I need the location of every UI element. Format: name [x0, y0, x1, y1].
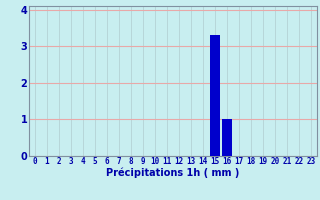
X-axis label: Précipitations 1h ( mm ): Précipitations 1h ( mm ): [106, 168, 239, 178]
Bar: [222, 119, 232, 156]
Bar: [210, 35, 220, 156]
